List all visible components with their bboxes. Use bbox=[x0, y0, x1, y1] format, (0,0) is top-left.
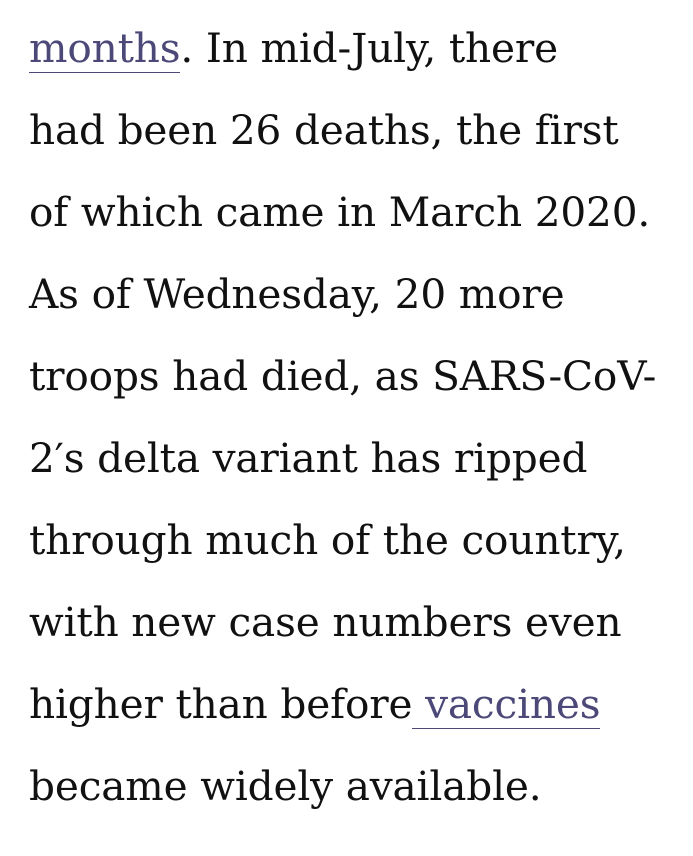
text-line: troops had died, as SARS-CoV- bbox=[29, 352, 657, 400]
text-line: As of Wednesday, 20 more bbox=[29, 270, 565, 318]
article-body: months. In mid-July, there had been 26 d… bbox=[29, 7, 693, 827]
text-span: . In mid-July, there bbox=[180, 24, 558, 72]
text-line: had been 26 deaths, the first bbox=[29, 106, 619, 154]
text-span: higher than before bbox=[29, 680, 413, 728]
text-line: became widely available. bbox=[29, 762, 542, 810]
text-line: through much of the country, bbox=[29, 516, 626, 564]
months-link[interactable]: months bbox=[29, 24, 181, 73]
text-line: with new case numbers even bbox=[29, 598, 622, 646]
vaccines-link[interactable]: vaccines bbox=[412, 680, 601, 729]
text-line: of which came in March 2020. bbox=[29, 188, 651, 236]
text-line: higher than before vaccines bbox=[29, 663, 693, 745]
text-line: 2′s delta variant has ripped bbox=[29, 434, 588, 482]
text-line: months. In mid-July, there bbox=[29, 7, 693, 89]
